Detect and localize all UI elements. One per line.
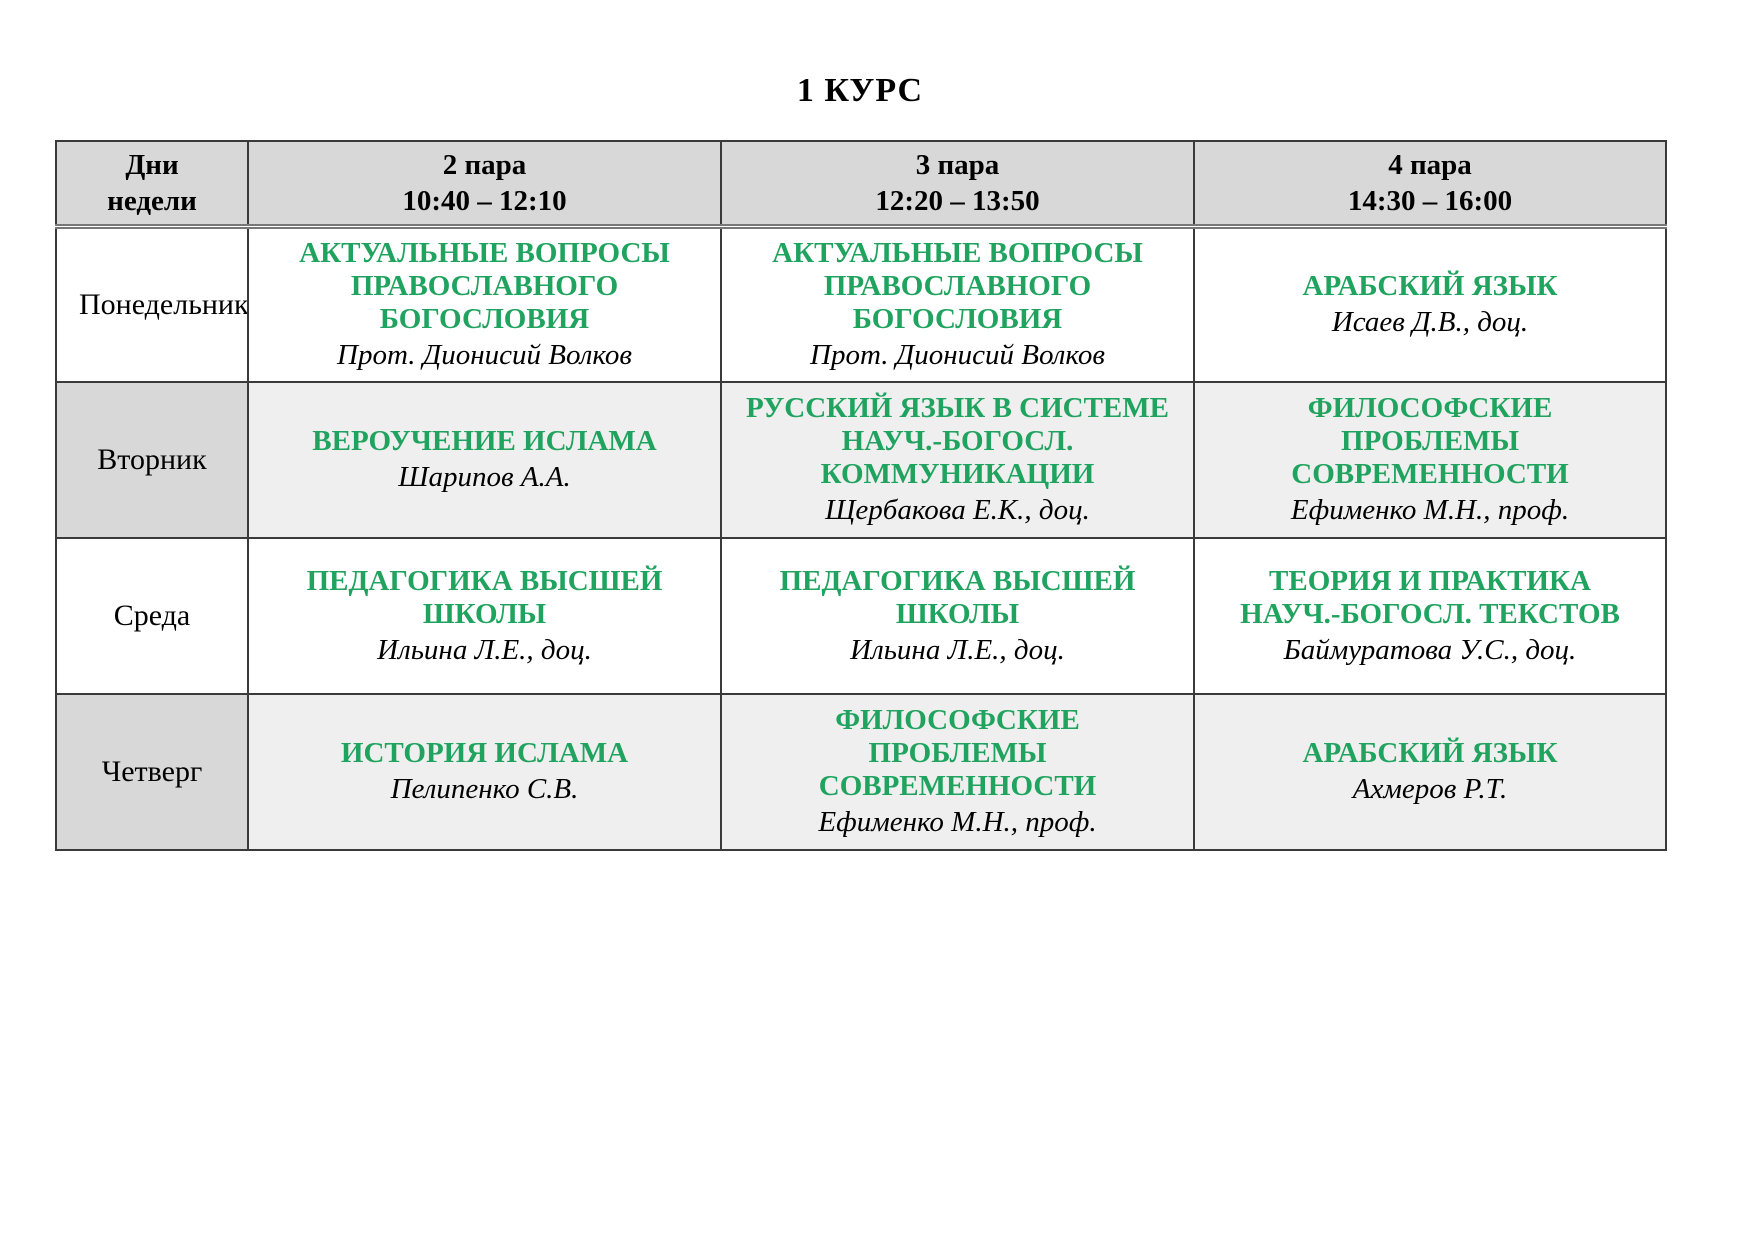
subject-cell: АРАБСКИЙ ЯЗЫК Исаев Д.В., доц. (1193, 225, 1667, 383)
header-period-2: 2 пара 10:40 – 12:10 (247, 140, 722, 229)
subject-cell: ИСТОРИЯ ИСЛАМА Пелипенко С.В. (247, 693, 722, 851)
header-days-label: Дни недели (55, 140, 249, 229)
subject-title: АРАБСКИЙ ЯЗЫК (1302, 737, 1558, 770)
schedule-page: 1 КУРС Дни недели 2 пара 10:40 – 12:10 3… (55, 72, 1667, 851)
subject-title: ПЕДАГОГИКА ВЫСШЕЙ ШКОЛЫ (779, 564, 1136, 630)
subject-teacher: Шарипов А.А. (398, 461, 571, 494)
day-label: Среда (55, 537, 249, 695)
subject-title: АКТУАЛЬНЫЕ ВОПРОСЫ ПРАВОСЛАВНОГО БОГОСЛО… (299, 236, 670, 335)
period-name: 4 пара (1388, 148, 1472, 181)
subject-title: ТЕОРИЯ И ПРАКТИКА НАУЧ.-БОГОСЛ. ТЕКСТОВ (1240, 564, 1620, 630)
row-thursday: Четверг ИСТОРИЯ ИСЛАМА Пелипенко С.В. ФИ… (55, 693, 1667, 851)
day-label: Понедельник (55, 225, 249, 383)
row-monday: Понедельник АКТУАЛЬНЫЕ ВОПРОСЫ ПРАВОСЛАВ… (55, 225, 1667, 383)
subject-title: АКТУАЛЬНЫЕ ВОПРОСЫ ПРАВОСЛАВНОГО БОГОСЛО… (772, 236, 1143, 335)
subject-teacher: Щербакова Е.К., доц. (825, 494, 1090, 527)
period-time: 14:30 – 16:00 (1347, 184, 1513, 217)
subject-cell: ПЕДАГОГИКА ВЫСШЕЙ ШКОЛЫ Ильина Л.Е., доц… (720, 537, 1195, 695)
subject-title: РУССКИЙ ЯЗЫК В СИСТЕМЕ НАУЧ.-БОГОСЛ. КОМ… (746, 392, 1169, 491)
period-time: 12:20 – 13:50 (875, 184, 1040, 217)
subject-title: ПЕДАГОГИКА ВЫСШЕЙ ШКОЛЫ (306, 564, 663, 630)
subject-title: ВЕРОУЧЕНИЕ ИСЛАМА (312, 425, 657, 458)
subject-cell: ФИЛОСОФСКИЕ ПРОБЛЕМЫ СОВРЕМЕННОСТИ Ефиме… (720, 693, 1195, 851)
subject-teacher: Ильина Л.Е., доц. (377, 633, 592, 666)
subject-cell: АРАБСКИЙ ЯЗЫК Ахмеров Р.Т. (1193, 693, 1667, 851)
subject-cell: АКТУАЛЬНЫЕ ВОПРОСЫ ПРАВОСЛАВНОГО БОГОСЛО… (247, 225, 722, 383)
header-row: Дни недели 2 пара 10:40 – 12:10 3 пара 1… (55, 140, 1667, 229)
subject-teacher: Ахмеров Р.Т. (1352, 773, 1508, 806)
page-title: 1 КУРС (796, 72, 924, 109)
header-period-3: 3 пара 12:20 – 13:50 (720, 140, 1195, 229)
subject-teacher: Ефименко М.Н., проф. (818, 806, 1097, 839)
row-wednesday: Среда ПЕДАГОГИКА ВЫСШЕЙ ШКОЛЫ Ильина Л.Е… (55, 537, 1667, 695)
subject-teacher: Ильина Л.Е., доц. (850, 633, 1065, 666)
header-period-4: 4 пара 14:30 – 16:00 (1193, 140, 1667, 229)
row-tuesday: Вторник ВЕРОУЧЕНИЕ ИСЛАМА Шарипов А.А. Р… (55, 381, 1667, 539)
period-name: 3 пара (915, 148, 1000, 181)
subject-teacher: Прот. Дионисий Волков (337, 338, 632, 371)
subject-title: ИСТОРИЯ ИСЛАМА (340, 737, 629, 770)
subject-cell: ПЕДАГОГИКА ВЫСШЕЙ ШКОЛЫ Ильина Л.Е., доц… (247, 537, 722, 695)
day-label: Четверг (55, 693, 249, 851)
subject-cell: ВЕРОУЧЕНИЕ ИСЛАМА Шарипов А.А. (247, 381, 722, 539)
day-label: Вторник (55, 381, 249, 539)
subject-cell: РУССКИЙ ЯЗЫК В СИСТЕМЕ НАУЧ.-БОГОСЛ. КОМ… (720, 381, 1195, 539)
period-name: 2 пара (442, 148, 527, 181)
subject-teacher: Пелипенко С.В. (390, 773, 579, 806)
subject-title: АРАБСКИЙ ЯЗЫК (1302, 269, 1558, 302)
period-time: 10:40 – 12:10 (402, 184, 567, 217)
subject-teacher: Исаев Д.В., доц. (1331, 305, 1529, 338)
subject-cell: АКТУАЛЬНЫЕ ВОПРОСЫ ПРАВОСЛАВНОГО БОГОСЛО… (720, 225, 1195, 383)
subject-teacher: Баймуратова У.С., доц. (1283, 633, 1577, 666)
subject-teacher: Прот. Дионисий Волков (810, 338, 1105, 371)
schedule-table: Дни недели 2 пара 10:40 – 12:10 3 пара 1… (55, 140, 1667, 851)
subject-cell: ТЕОРИЯ И ПРАКТИКА НАУЧ.-БОГОСЛ. ТЕКСТОВ … (1193, 537, 1667, 695)
subject-cell: ФИЛОСОФСКИЕ ПРОБЛЕМЫ СОВРЕМЕННОСТИ Ефиме… (1193, 381, 1667, 539)
subject-title: ФИЛОСОФСКИЕ ПРОБЛЕМЫ СОВРЕМЕННОСТИ (1291, 392, 1569, 491)
subject-title: ФИЛОСОФСКИЕ ПРОБЛЕМЫ СОВРЕМЕННОСТИ (818, 704, 1097, 803)
subject-teacher: Ефименко М.Н., проф. (1290, 494, 1570, 527)
